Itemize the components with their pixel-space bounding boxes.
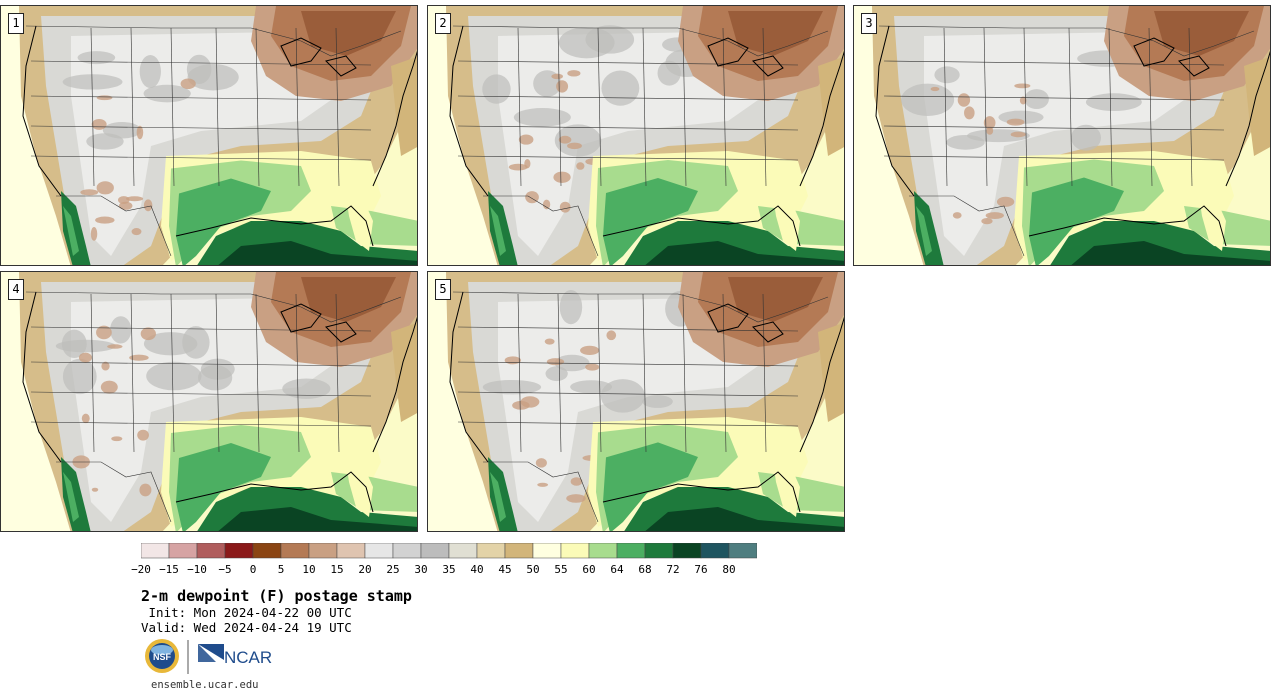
colorbar-tick-label: 25 xyxy=(386,563,400,576)
colorbar-tick-label: 15 xyxy=(330,563,344,576)
member-number-label: 2 xyxy=(435,13,451,34)
ensemble-member-panel-4: 4 xyxy=(0,271,418,532)
colorbar-tick-label: 5 xyxy=(277,563,285,576)
dewpoint-map xyxy=(428,272,844,531)
colorbar-swatch xyxy=(728,543,757,559)
colorbar-tick-label: −5 xyxy=(218,563,232,576)
nsf-logo-text: NSF xyxy=(153,652,172,662)
colorbar-swatch xyxy=(420,543,450,559)
dewpoint-map xyxy=(1,6,417,265)
dewpoint-colorbar xyxy=(141,543,757,559)
colorbar-tick-label: 60 xyxy=(582,563,596,576)
figure-title: 2-m dewpoint (F) postage stamp xyxy=(141,587,412,605)
colorbar-tick-label: 64 xyxy=(610,563,624,576)
colorbar-swatch xyxy=(168,543,198,559)
colorbar-tick-label: 50 xyxy=(526,563,540,576)
ensemble-member-panel-3: 3 xyxy=(853,5,1271,266)
colorbar-swatch xyxy=(476,543,506,559)
member-number-label: 1 xyxy=(8,13,24,34)
colorbar-tick-label: −20 xyxy=(131,563,151,576)
ncar-logo-icon: NCAR xyxy=(198,644,272,667)
colorbar-swatch xyxy=(616,543,646,559)
colorbar-swatch xyxy=(364,543,394,559)
colorbar-swatch xyxy=(448,543,478,559)
colorbar-tick-label: 68 xyxy=(638,563,652,576)
colorbar-swatch xyxy=(644,543,674,559)
member-number-label: 4 xyxy=(8,279,24,300)
colorbar-swatch xyxy=(588,543,618,559)
colorbar-tick-label: 76 xyxy=(694,563,708,576)
colorbar-tick-label: 80 xyxy=(722,563,736,576)
dewpoint-map xyxy=(1,272,417,531)
colorbar-swatch xyxy=(252,543,282,559)
member-number-label: 5 xyxy=(435,279,451,300)
nsf-logo-icon: NSF xyxy=(145,639,179,673)
colorbar-tick-label: 0 xyxy=(249,563,257,576)
colorbar-swatch xyxy=(392,543,422,559)
colorbar-swatch xyxy=(672,543,702,559)
colorbar-tick-label: 35 xyxy=(442,563,456,576)
colorbar-swatch xyxy=(504,543,534,559)
member-number-label: 3 xyxy=(861,13,877,34)
colorbar-swatch xyxy=(280,543,310,559)
colorbar-tick-label: 55 xyxy=(554,563,568,576)
colorbar-tick-label: 40 xyxy=(470,563,484,576)
colorbar-swatch xyxy=(336,543,366,559)
ncar-logo-text: NCAR xyxy=(224,648,272,667)
colorbar-swatch xyxy=(560,543,590,559)
colorbar-swatch xyxy=(700,543,730,559)
colorbar-tick-label: −15 xyxy=(159,563,179,576)
ensemble-member-panel-5: 5 xyxy=(427,271,845,532)
ensemble-member-panel-1: 1 xyxy=(0,5,418,266)
colorbar-swatch xyxy=(196,543,226,559)
colorbar-tick-label: 20 xyxy=(358,563,372,576)
colorbar-swatch xyxy=(141,543,170,559)
colorbar-tick-label: 30 xyxy=(414,563,428,576)
dewpoint-map xyxy=(428,6,844,265)
valid-time: Valid: Wed 2024-04-24 19 UTC xyxy=(141,620,352,635)
colorbar-tick-label: −10 xyxy=(187,563,207,576)
ensemble-member-panel-2: 2 xyxy=(427,5,845,266)
website-url: ensemble.ucar.edu xyxy=(151,679,259,691)
dewpoint-map xyxy=(854,6,1270,265)
init-time: Init: Mon 2024-04-22 00 UTC xyxy=(141,605,352,620)
colorbar-swatch xyxy=(308,543,338,559)
logos: NSF NCAR xyxy=(145,639,272,674)
colorbar-tick-label: 72 xyxy=(666,563,680,576)
colorbar-tick-label: 45 xyxy=(498,563,512,576)
colorbar-swatch xyxy=(224,543,254,559)
colorbar-tick-label: 10 xyxy=(302,563,316,576)
colorbar-swatch xyxy=(532,543,562,559)
